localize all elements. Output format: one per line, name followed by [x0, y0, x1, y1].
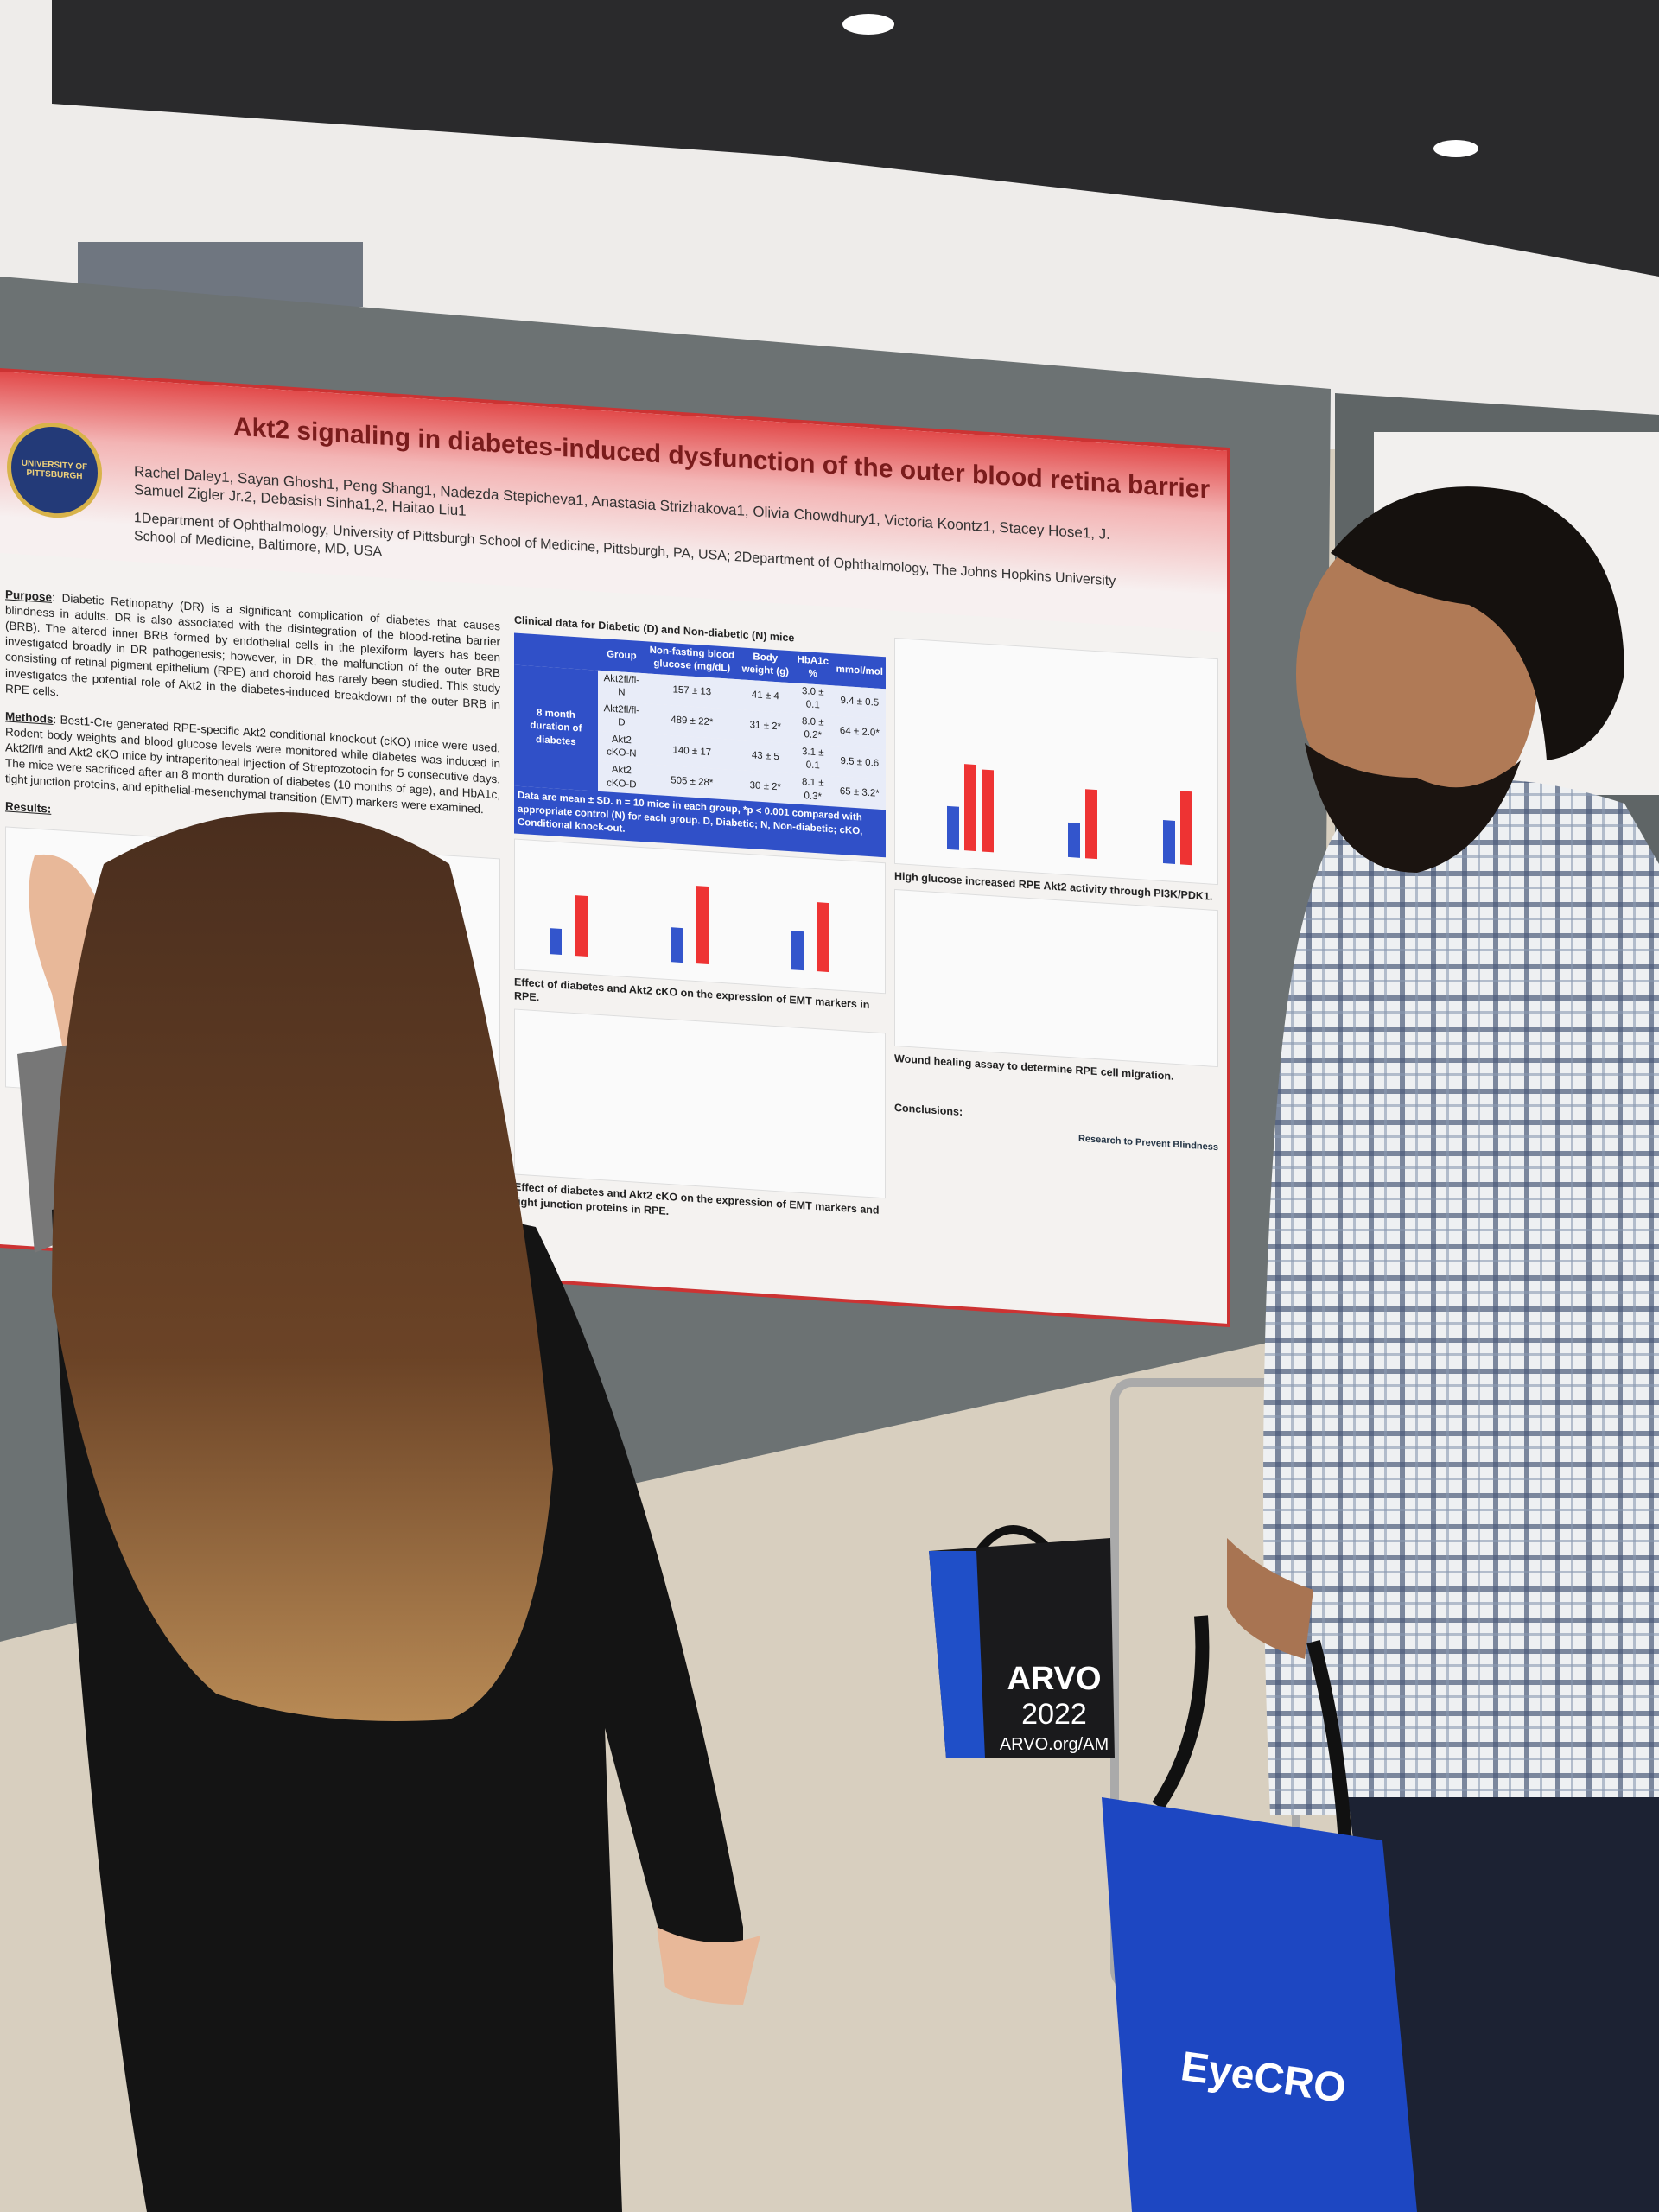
bag-text: 2022	[1021, 1698, 1087, 1731]
woman	[17, 812, 760, 2212]
eyecro-bag: EyeCRO	[1102, 1615, 1417, 2212]
ceiling	[52, 0, 1659, 276]
man	[1227, 486, 1659, 2212]
light	[842, 14, 894, 35]
bag-text: ARVO	[1007, 1661, 1101, 1697]
arvo-bag: ARVO 2022 ARVO.org/AM	[929, 1525, 1115, 1758]
bag-text: ARVO.org/AM	[1000, 1735, 1109, 1754]
light	[1433, 140, 1478, 157]
